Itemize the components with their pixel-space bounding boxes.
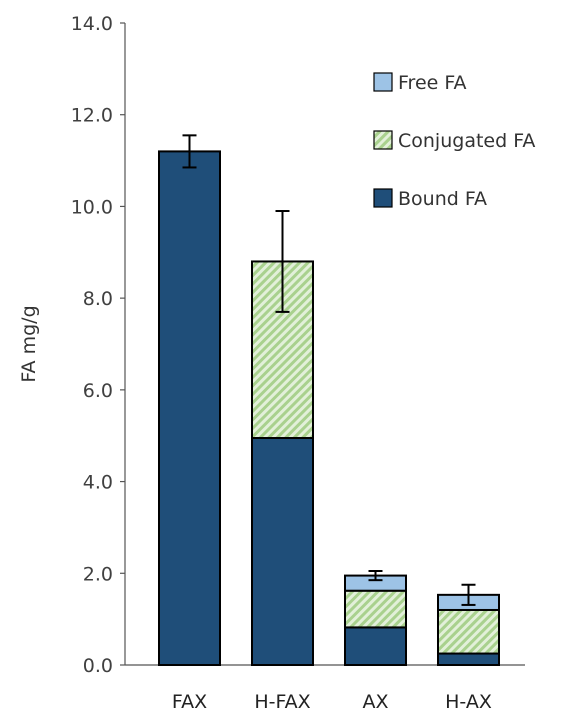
bar-conjugated-fa-h-ax: [437, 608, 500, 655]
y-tick-label: 2.0: [83, 563, 113, 585]
bar-conjugated-fa-ax: [344, 589, 407, 629]
bar-bound-fa-ax: [344, 626, 407, 667]
legend: Free FA Conjugated FA Bound FA: [373, 72, 535, 210]
x-category-label: H-AX: [445, 691, 492, 713]
axes: 0.0 2.0 4.0 6.0 8.0 10.0 12.0 14.0 FAX H-FAX AX H-A…: [71, 13, 525, 713]
bar-bound-fa-h-ax: [437, 652, 500, 666]
bars: [158, 150, 500, 667]
bar-bound-fa-fax: [158, 150, 221, 666]
legend-swatch-bound-fa: [373, 188, 393, 208]
y-tick-label: 6.0: [83, 380, 113, 402]
x-category-label: FAX: [172, 691, 207, 713]
legend-label: Conjugated FA: [398, 130, 535, 152]
y-tick-label: 0.0: [83, 655, 113, 677]
legend-label: Bound FA: [398, 188, 487, 210]
y-tick-label: 8.0: [83, 288, 113, 310]
y-tick-label: 12.0: [71, 105, 113, 127]
x-category-label: AX: [362, 691, 388, 713]
y-tick-label: 14.0: [71, 13, 113, 35]
legend-label: Free FA: [398, 72, 467, 94]
x-category-label: H-FAX: [254, 691, 310, 713]
y-axis-title: FA mg/g: [18, 305, 40, 382]
y-tick-label: 4.0: [83, 472, 113, 494]
error-bars: [182, 134, 476, 606]
y-tick-label: 10.0: [71, 196, 113, 218]
legend-swatch-free-fa: [373, 72, 393, 92]
bar-bound-fa-h-fax: [251, 437, 314, 666]
legend-swatch-conjugated-fa: [373, 130, 393, 150]
